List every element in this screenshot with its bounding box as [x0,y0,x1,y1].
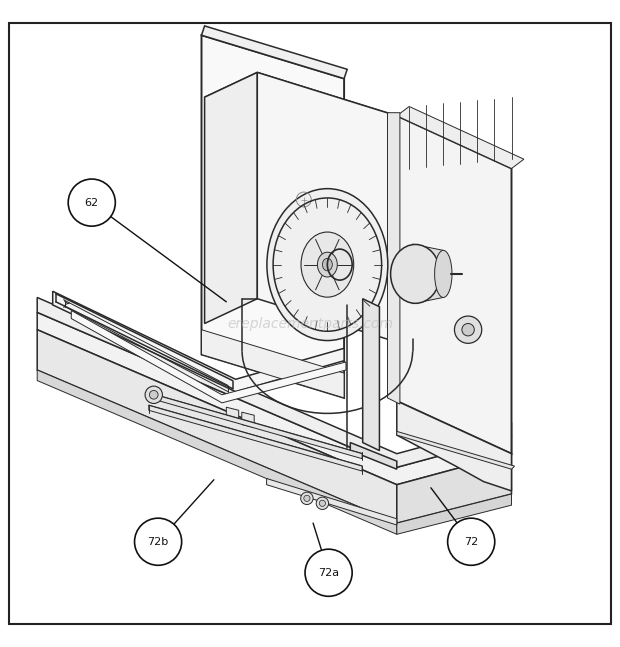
Circle shape [462,324,474,336]
Circle shape [319,500,326,507]
Text: ereplacementparts.com: ereplacementparts.com [227,316,393,331]
Text: 72a: 72a [318,567,339,578]
Polygon shape [202,35,344,398]
Polygon shape [205,72,257,324]
Polygon shape [397,401,512,491]
Circle shape [145,386,162,404]
Polygon shape [202,26,347,78]
Polygon shape [397,454,512,523]
Text: 62: 62 [85,197,99,208]
Polygon shape [149,393,362,459]
Circle shape [316,497,329,509]
Ellipse shape [435,250,452,298]
Ellipse shape [391,245,440,303]
Polygon shape [397,107,524,168]
Polygon shape [412,244,443,303]
Ellipse shape [317,252,337,277]
Polygon shape [53,291,344,391]
Polygon shape [37,370,397,534]
Circle shape [149,390,158,399]
Polygon shape [242,412,254,428]
Polygon shape [149,405,362,471]
Polygon shape [397,116,512,454]
Circle shape [135,518,182,565]
Polygon shape [202,330,344,398]
Polygon shape [37,313,511,485]
Polygon shape [71,311,346,403]
Polygon shape [257,72,397,342]
Circle shape [448,518,495,565]
Polygon shape [397,432,515,469]
Circle shape [454,316,482,344]
Polygon shape [37,298,511,467]
Text: 72b: 72b [148,537,169,547]
Circle shape [304,495,310,501]
Text: 72: 72 [464,537,478,547]
Polygon shape [388,113,400,404]
Polygon shape [363,299,379,450]
Circle shape [305,549,352,597]
Circle shape [301,492,313,505]
Ellipse shape [267,189,388,340]
Circle shape [68,179,115,226]
Polygon shape [350,443,397,469]
Polygon shape [226,407,239,422]
Polygon shape [205,72,397,140]
Ellipse shape [322,258,332,271]
Polygon shape [267,479,397,525]
Polygon shape [37,330,397,523]
Polygon shape [397,494,512,534]
Ellipse shape [301,232,353,297]
